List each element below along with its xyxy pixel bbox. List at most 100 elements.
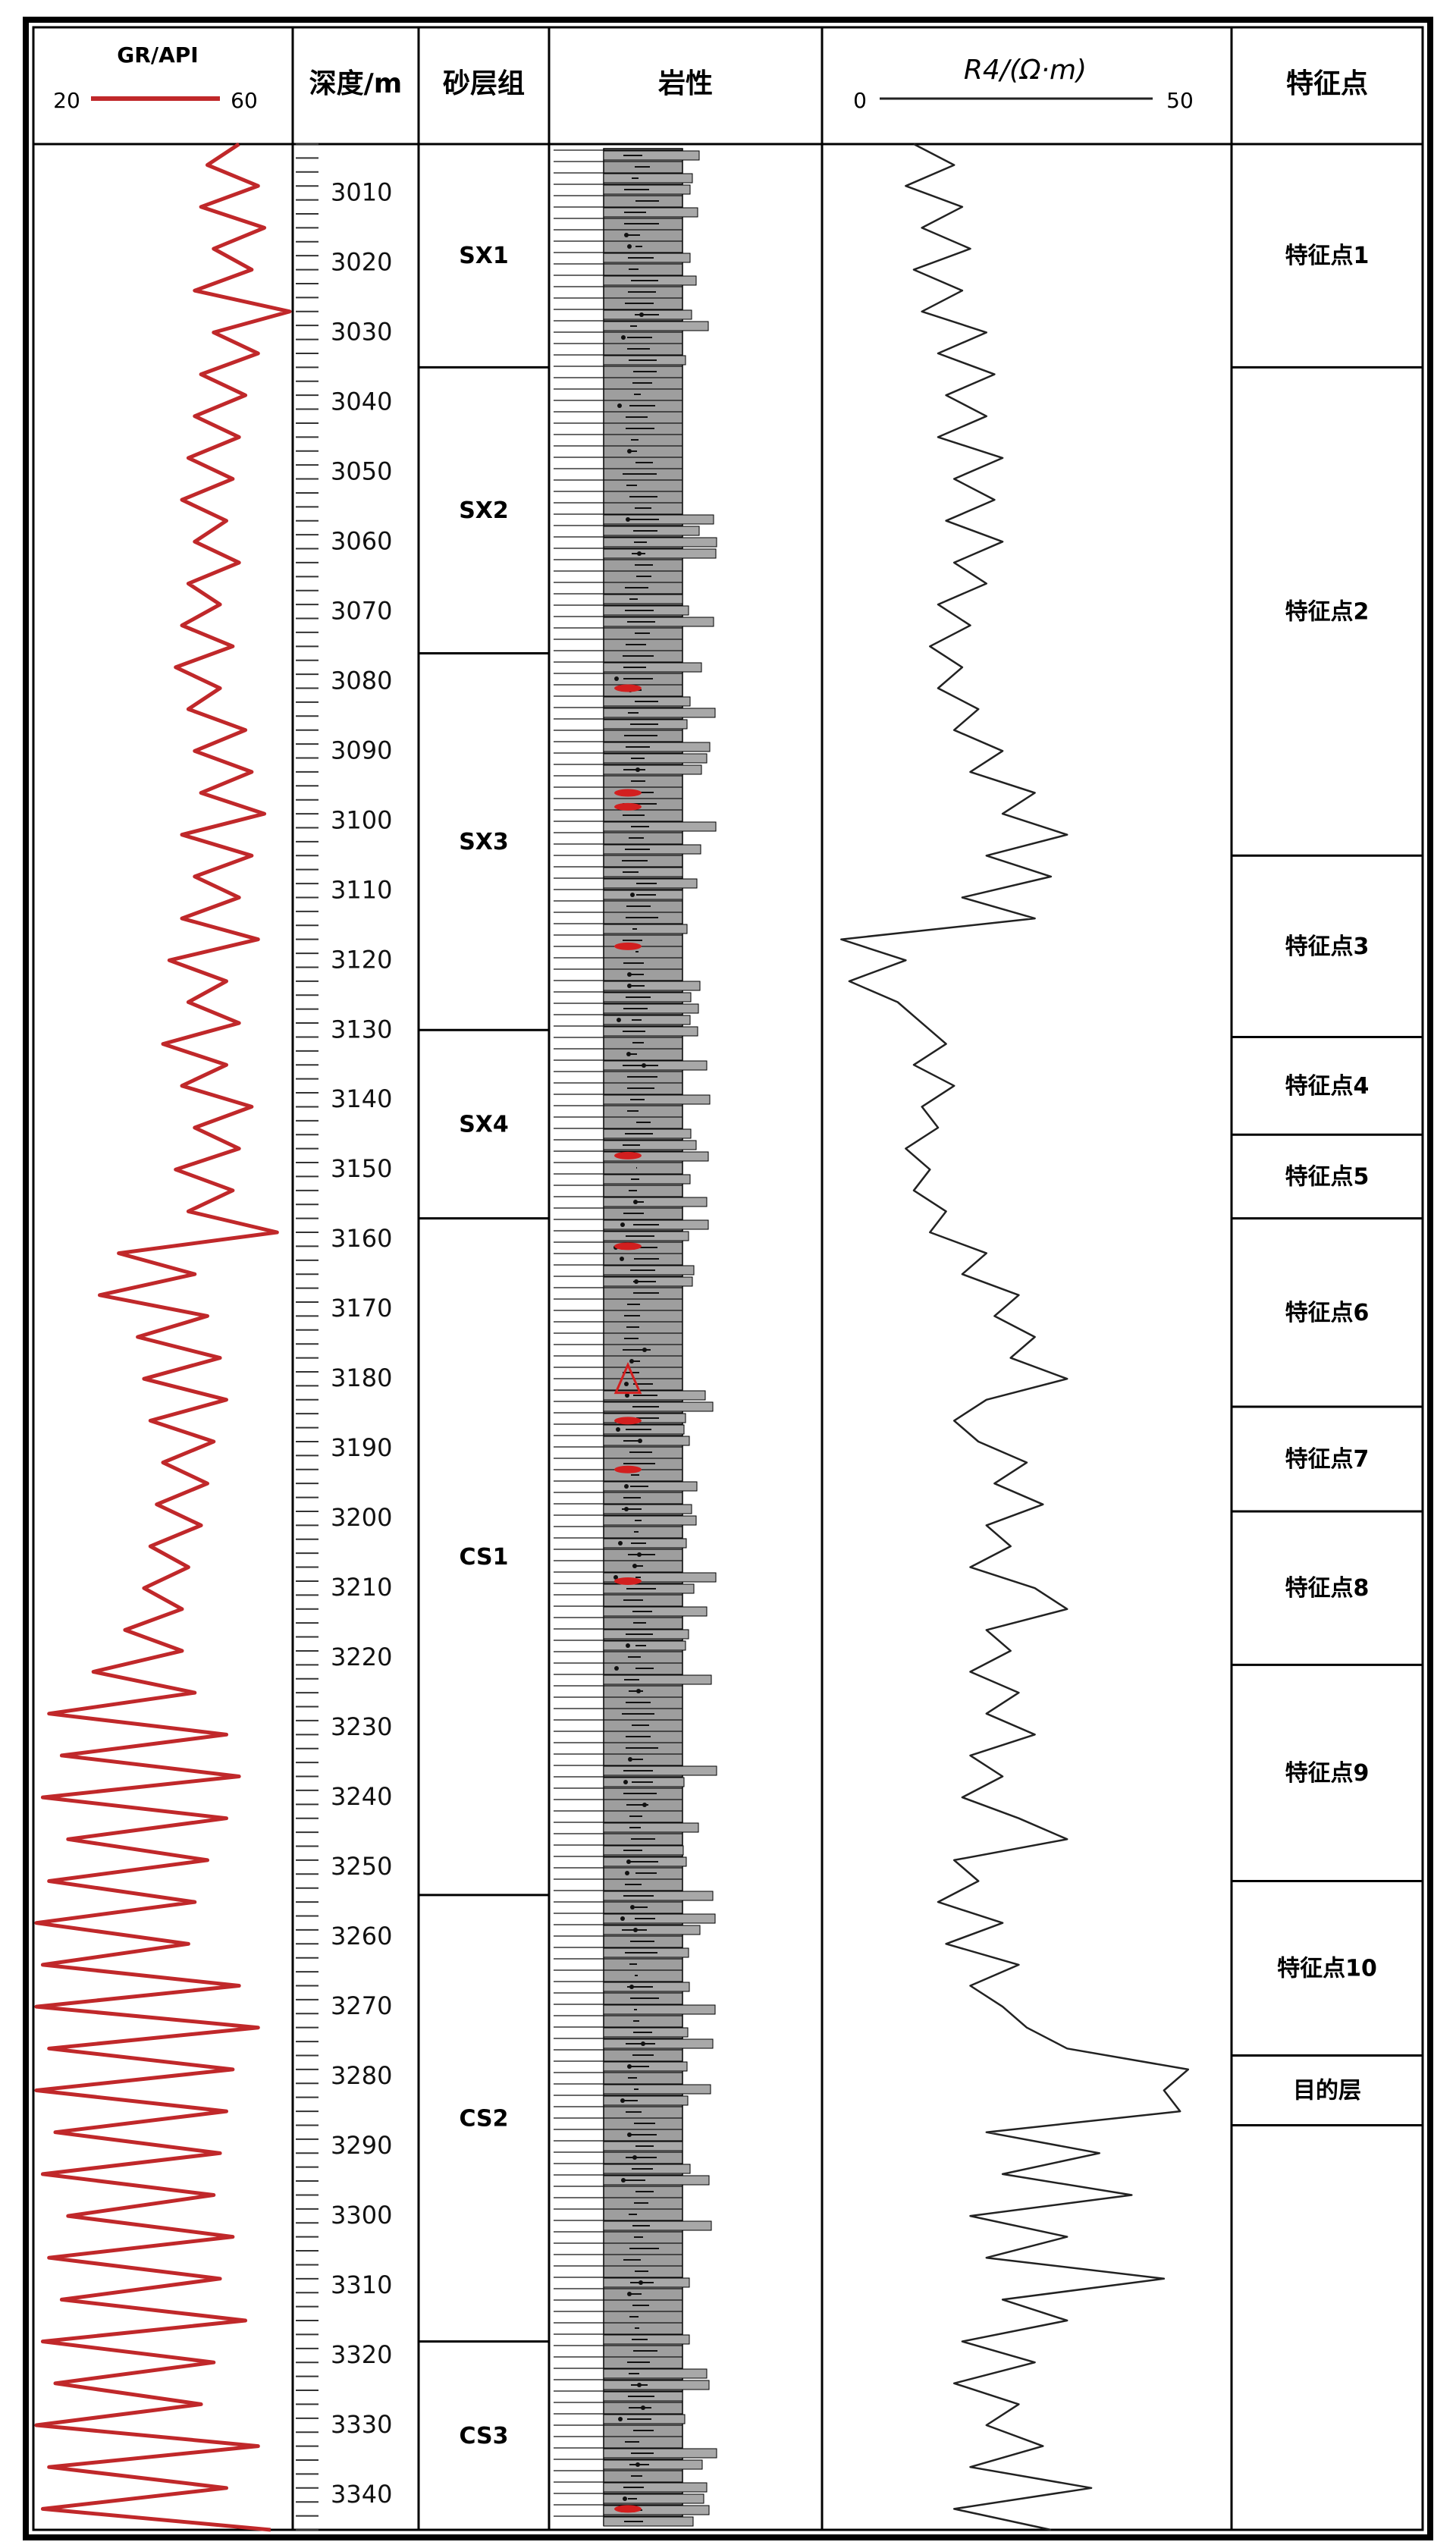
lithology-bed: [603, 981, 701, 991]
lithology-dot: [630, 893, 635, 897]
depth-tick-label: 3260: [331, 1922, 392, 1950]
resistivity-track: [840, 143, 1190, 2531]
depth-tick-label: 3010: [331, 177, 392, 206]
depth-tick-label: 3160: [331, 1224, 392, 1253]
lithology-bed: [603, 150, 700, 161]
lithology-dot: [639, 312, 644, 317]
sand-group-label: SX3: [459, 829, 509, 855]
lithology-red-marker: [614, 942, 642, 950]
lithology-dot: [629, 1985, 634, 1989]
sand-group-label: SX4: [459, 1111, 509, 1138]
feature-header: 特征点: [1286, 68, 1368, 99]
lithology-dot: [624, 1484, 629, 1489]
lithology-dot: [636, 1689, 641, 1693]
lithology-triangle-marker: [613, 1362, 642, 1395]
lithology-dot: [620, 2098, 625, 2103]
lithology-bed: [603, 1674, 712, 1685]
depth-tick-label: 3220: [331, 1643, 392, 1671]
outer-frame: [23, 17, 1433, 2540]
lithology-dot: [626, 1643, 630, 1648]
lithology-dot: [637, 551, 642, 556]
lithology-dot: [629, 1359, 634, 1364]
lithology-dot: [621, 335, 626, 340]
lithology-bed: [603, 1026, 698, 1037]
lithology-bed: [603, 2448, 717, 2459]
lithology-dot: [642, 1063, 646, 1068]
lithology-dot: [627, 449, 632, 453]
lithology-dot: [633, 1200, 638, 1204]
depth-tick-label: 3190: [331, 1433, 392, 1462]
resistivity-header: R4/(Ω·m) 0 50: [853, 55, 1194, 113]
feature-label: 特征点5: [1285, 1163, 1370, 1190]
lithology-bed: [603, 844, 701, 855]
depth-tick-label: 3110: [331, 875, 392, 904]
lithology-bed: [603, 2482, 708, 2493]
lithology-dot: [624, 1382, 629, 1386]
lithology-dot: [642, 1803, 647, 1807]
lithology-dot: [626, 1052, 631, 1056]
lithology-bed: [603, 2368, 708, 2379]
lithology-dot: [620, 1222, 625, 1227]
lithology-bed: [603, 1174, 691, 1185]
lithology-dot: [617, 403, 622, 408]
lithology-bed: [603, 1197, 708, 1207]
lithology-bed: [603, 662, 702, 673]
lithology-red-marker: [614, 789, 642, 797]
gr-header-min: 20: [53, 88, 80, 113]
lithology-bed: [603, 753, 708, 764]
lithology-bed: [603, 537, 717, 548]
lithology-dot: [618, 1541, 623, 1546]
resistivity-curve: [840, 143, 1190, 2531]
lithology-bed: [603, 742, 711, 752]
lithology-red-marker: [614, 2505, 642, 2513]
lithology-dot: [634, 1279, 639, 1284]
depth-tick-label: 3320: [331, 2340, 392, 2369]
lithology-dot: [627, 972, 632, 977]
lithology-bed: [603, 2084, 711, 2095]
depth-tick-label: 3090: [331, 736, 392, 764]
lithology-bed: [603, 924, 688, 934]
resistivity-header-label: R4/(Ω·m): [964, 55, 1087, 86]
lithology-dot: [625, 1393, 629, 1398]
depth-tick-label: 3170: [331, 1294, 392, 1323]
resistivity-header-min: 0: [853, 88, 867, 113]
lithology-bed: [603, 821, 717, 832]
lithology-bed: [603, 321, 709, 331]
depth-tick-label: 3230: [331, 1712, 392, 1741]
lithology-dot: [635, 767, 640, 772]
depth-tick-label: 3250: [331, 1852, 392, 1881]
lithology-bed: [603, 1003, 699, 1014]
depth-tick-label: 3130: [331, 1015, 392, 1043]
lithology-dot: [641, 2405, 645, 2410]
lithology-dot: [614, 676, 619, 681]
lithology-dot: [633, 1928, 638, 1932]
depth-tick-label: 3300: [331, 2201, 392, 2230]
lithology-bed: [603, 1094, 711, 1105]
lithology-bed: [603, 2493, 704, 2504]
lithology-dot: [620, 1916, 625, 1921]
depth-tick-label: 3340: [331, 2480, 392, 2509]
lithology-dot: [613, 1575, 618, 1580]
lithology-bed: [603, 617, 714, 627]
depth-tick-label: 3140: [331, 1084, 392, 1113]
lithology-bed: [603, 1515, 697, 1526]
sand-group-label: CS3: [459, 2423, 508, 2449]
feature-label: 特征点1: [1285, 243, 1370, 269]
feature-label: 特征点2: [1285, 598, 1370, 625]
lithology-bed: [603, 2516, 694, 2527]
depth-tick-label: 3210: [331, 1573, 392, 1602]
lithology-dot: [624, 1507, 629, 1511]
lithology-bed: [603, 1504, 692, 1514]
lithology-dot: [637, 2383, 642, 2387]
feature-label: 特征点10: [1277, 1955, 1377, 1982]
gr-curve: [34, 142, 292, 2532]
lithology-bed: [603, 1891, 714, 1901]
depth-track: 3010 3020 3030 3040 3050 3060 3070 3080 3090 3100…: [296, 143, 392, 2531]
depth-tick-label: 3240: [331, 1782, 392, 1811]
sand-group-label: SX1: [459, 243, 509, 269]
lithology-bed: [603, 1015, 691, 1025]
lithology-dot: [635, 2462, 640, 2467]
lithology-dot: [627, 2064, 632, 2069]
lithology-bed: [603, 548, 717, 559]
